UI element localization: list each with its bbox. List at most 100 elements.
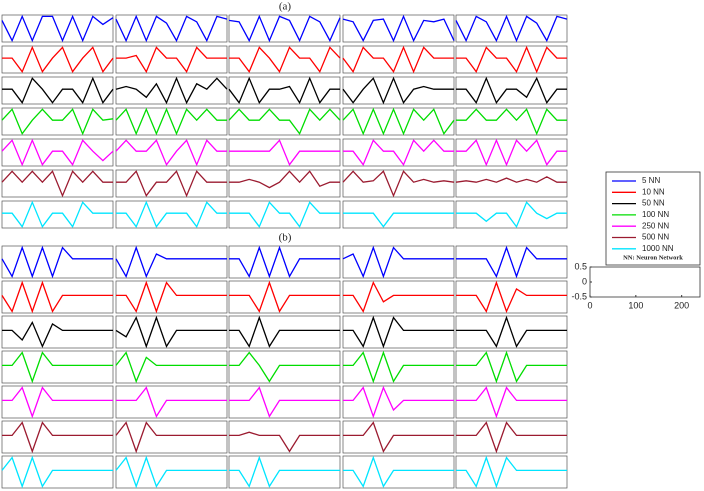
- series-line: [343, 280, 454, 313]
- series-line: [1, 138, 114, 167]
- series-line: [229, 139, 340, 167]
- series-line: [455, 14, 568, 43]
- series-line: [1, 14, 114, 43]
- series-line: [116, 386, 227, 418]
- panel-label: (b): [279, 232, 292, 244]
- series-line: [229, 245, 340, 279]
- panel-frame: [115, 200, 228, 229]
- series-line: [116, 280, 227, 314]
- panel-frame: [115, 350, 228, 384]
- y-tick-label: -0.5: [571, 291, 587, 301]
- series-line: [2, 386, 113, 419]
- x-tick-label: 200: [674, 300, 689, 310]
- series-line: [229, 431, 340, 453]
- series-line: [116, 170, 227, 198]
- series-line: [343, 315, 454, 349]
- panel-frame: [342, 138, 455, 167]
- series-line: [342, 76, 454, 105]
- panel-frame: [228, 107, 341, 136]
- panel-frame: [228, 315, 341, 349]
- panel-frame: [228, 420, 341, 454]
- panel-frame: [1, 45, 114, 74]
- series-line: [343, 455, 454, 488]
- series-line: [115, 76, 228, 105]
- series-line: [343, 421, 454, 453]
- series-line: [2, 320, 113, 349]
- series-line: [456, 45, 567, 74]
- panel-frame: [1, 455, 114, 489]
- series-line: [115, 421, 227, 454]
- series-line: [456, 280, 567, 314]
- panel-frame: [342, 385, 455, 419]
- series-line: [342, 45, 454, 74]
- panel-frame: [115, 280, 228, 314]
- legend-note: NN: Neuron Network: [623, 254, 683, 261]
- panel-frame: [455, 455, 568, 489]
- panel-frame: [342, 350, 455, 384]
- series-line: [456, 138, 567, 167]
- series-line: [455, 176, 567, 183]
- series-line: [2, 351, 113, 384]
- y-tick-label: 0.5: [574, 261, 587, 271]
- series-line: [115, 14, 228, 43]
- y-tick-label: 0: [582, 276, 587, 286]
- series-line: [1, 108, 114, 136]
- series-line: [115, 315, 227, 349]
- series-line: [456, 108, 567, 136]
- series-line: [456, 245, 567, 279]
- panel-frame: [342, 420, 455, 454]
- panel-frame: [228, 385, 341, 419]
- panel-frame: [342, 200, 455, 229]
- legend-box: [605, 171, 701, 266]
- series-line: [343, 139, 454, 167]
- panel-frame: [228, 200, 341, 229]
- panel-frame: [115, 169, 228, 198]
- panel-frame: [342, 315, 455, 349]
- series-line: [115, 107, 227, 136]
- panel-frame: [115, 14, 228, 43]
- series-line: [115, 455, 227, 489]
- panel-frame: [228, 76, 341, 105]
- legend-label: 10 NN: [642, 187, 665, 196]
- series-line: [228, 76, 340, 105]
- series-line: [343, 212, 454, 228]
- series-line: [2, 200, 113, 229]
- series-line: [342, 170, 455, 198]
- panel-frame: [342, 455, 455, 489]
- panel-frame: [455, 169, 568, 198]
- series-line: [229, 455, 340, 488]
- panel-frame: [115, 315, 228, 349]
- legend-label: 500 NN: [642, 233, 669, 242]
- series-line: [1, 280, 113, 314]
- panel-frame: [228, 455, 341, 489]
- axes-box: [589, 266, 701, 298]
- series-line: [343, 385, 454, 419]
- panel-frame: [342, 245, 455, 279]
- series-line: [229, 201, 340, 229]
- panel-frame: [455, 280, 568, 314]
- series-line: [456, 421, 567, 454]
- x-tick-label: 100: [628, 300, 643, 310]
- panel-frame: [115, 245, 228, 279]
- legend-label: 50 NN: [642, 199, 665, 208]
- series-line: [229, 386, 340, 418]
- panel-frame: [455, 200, 568, 229]
- series-line: [456, 386, 567, 419]
- series-line: [1, 455, 113, 489]
- series-line: [456, 315, 567, 348]
- series-line: [456, 455, 567, 489]
- panel-frame: [1, 280, 114, 314]
- series-line: [229, 46, 341, 74]
- series-line: [2, 45, 114, 74]
- series-line: [342, 14, 455, 43]
- panel-frame: [1, 138, 114, 167]
- panel-frame: [228, 280, 341, 314]
- panel-frame: [115, 138, 228, 167]
- series-line: [228, 14, 341, 43]
- panel-label: (a): [279, 1, 292, 13]
- panel-frame: [115, 45, 228, 74]
- series-line: [2, 76, 114, 105]
- series-line: [115, 351, 227, 384]
- series-line: [228, 108, 341, 136]
